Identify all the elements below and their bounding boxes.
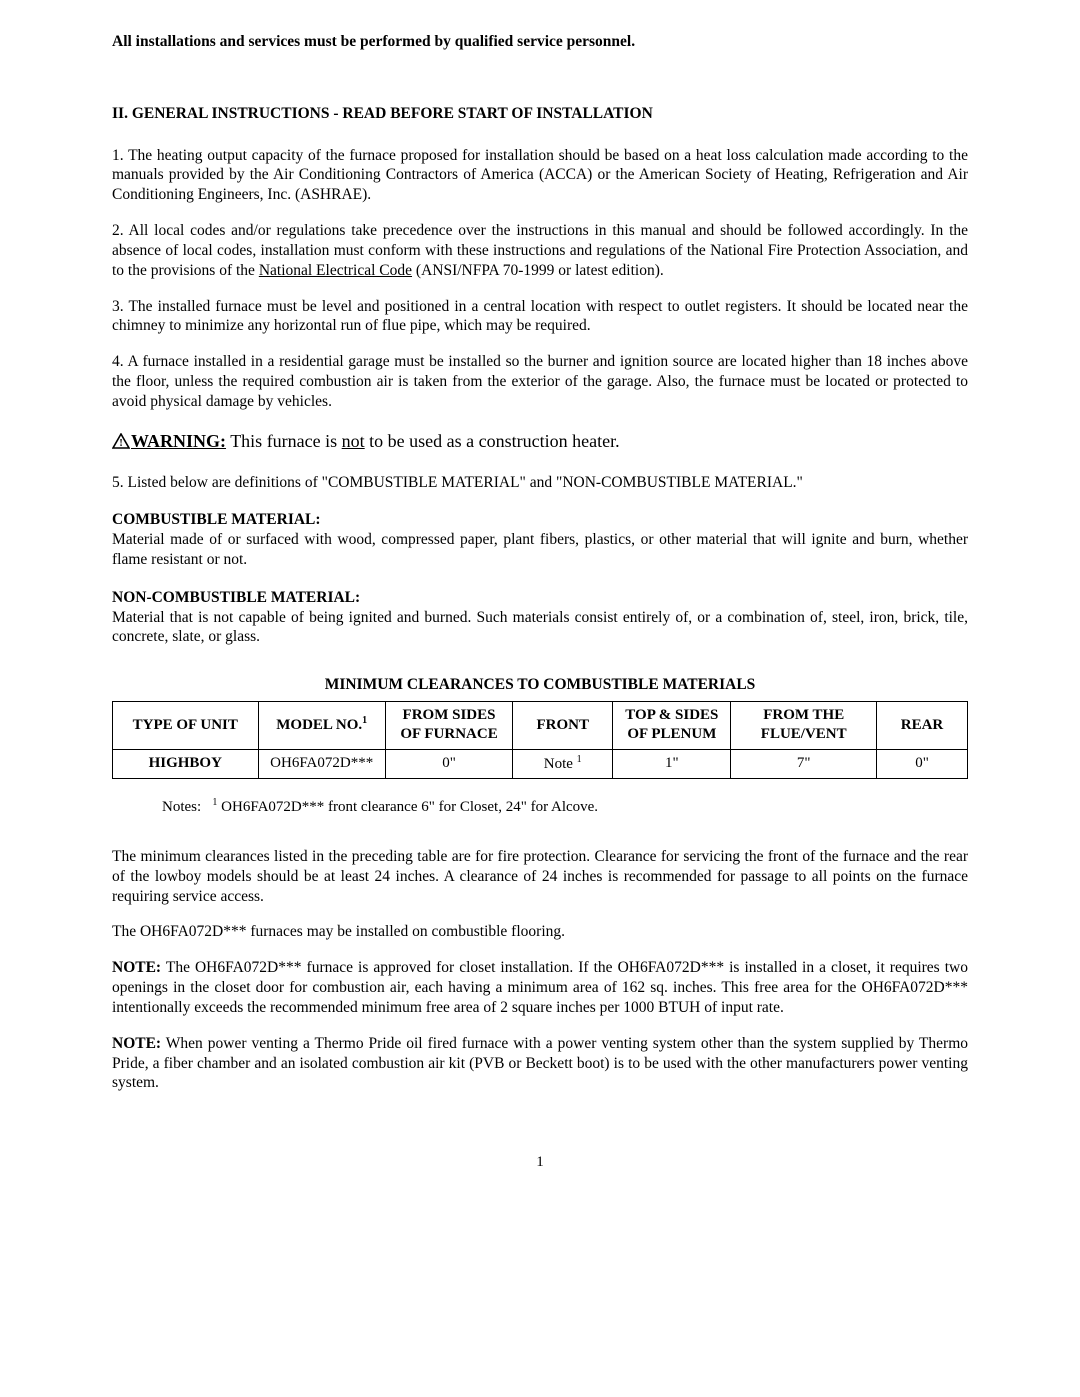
warning-not: not xyxy=(342,431,365,451)
paragraph-3: 3. The installed furnace must be level a… xyxy=(112,297,968,337)
warning-pre: This furnace is xyxy=(226,431,342,451)
table-header-row: TYPE OF UNIT MODEL NO.1 FROM SIDES OF FU… xyxy=(113,702,968,749)
th-top-sides-plenum: TOP & SIDES OF PLENUM xyxy=(613,702,731,749)
td-flue: 7" xyxy=(731,749,877,778)
para-flooring: The OH6FA072D*** furnaces may be install… xyxy=(112,922,968,942)
th-model-no: MODEL NO.1 xyxy=(258,702,385,749)
paragraph-1: 1. The heating output capacity of the fu… xyxy=(112,146,968,205)
td-model: OH6FA072D*** xyxy=(258,749,385,778)
th-front: FRONT xyxy=(513,702,613,749)
noncombustible-title: NON-COMBUSTIBLE MATERIAL: xyxy=(112,588,968,608)
header-text: All installations and services must be p… xyxy=(112,32,968,52)
combustible-body: Material made of or surfaced with wood, … xyxy=(112,530,968,570)
clearances-table-title: MINIMUM CLEARANCES TO COMBUSTIBLE MATERI… xyxy=(112,675,968,695)
note-2: NOTE: When power venting a Thermo Pride … xyxy=(112,1034,968,1093)
note-1-body: The OH6FA072D*** furnace is approved for… xyxy=(112,959,968,1016)
td-rear: 0" xyxy=(877,749,968,778)
warning-post: to be used as a construction heater. xyxy=(365,431,620,451)
national-electrical-code-text: National Electrical Code xyxy=(259,262,412,279)
notes-label: Notes: xyxy=(162,799,201,815)
th-from-sides: FROM SIDES OF FURNACE xyxy=(385,702,512,749)
table-row: HIGHBOY OH6FA072D*** 0" Note 1 1" 7" 0" xyxy=(113,749,968,778)
th-from-flue-vent: FROM THE FLUE/VENT xyxy=(731,702,877,749)
warning-label: WARNING: xyxy=(131,431,226,451)
td-plenum: 1" xyxy=(613,749,731,778)
warning-triangle-icon: ! xyxy=(112,433,130,455)
page-number: 1 xyxy=(112,1153,968,1172)
note-2-body: When power venting a Thermo Pride oil fi… xyxy=(112,1035,968,1092)
combustible-title: COMBUSTIBLE MATERIAL: xyxy=(112,510,968,530)
paragraph-2: 2. All local codes and/or regulations ta… xyxy=(112,221,968,280)
td-sides: 0" xyxy=(385,749,512,778)
th-model-no-text: MODEL NO. xyxy=(276,717,362,733)
para-after-table: The minimum clearances listed in the pre… xyxy=(112,847,968,906)
note-2-label: NOTE: xyxy=(112,1035,161,1052)
paragraph-2-post: (ANSI/NFPA 70-1999 or latest edition). xyxy=(412,262,664,279)
warning-line: ! WARNING: This furnace is not to be used… xyxy=(112,430,968,455)
th-rear: REAR xyxy=(877,702,968,749)
note-1: NOTE: The OH6FA072D*** furnace is approv… xyxy=(112,958,968,1017)
note-1-label: NOTE: xyxy=(112,959,161,976)
td-type: HIGHBOY xyxy=(113,749,259,778)
noncombustible-body: Material that is not capable of being ig… xyxy=(112,608,968,648)
paragraph-4: 4. A furnace installed in a residential … xyxy=(112,352,968,411)
paragraph-5: 5. Listed below are definitions of "COMB… xyxy=(112,473,968,493)
th-model-no-sup: 1 xyxy=(362,715,367,726)
td-front: Note 1 xyxy=(513,749,613,778)
td-front-sup: 1 xyxy=(577,754,582,765)
table-notes: Notes: 1 OH6FA072D*** front clearance 6"… xyxy=(162,797,968,817)
th-type-of-unit: TYPE OF UNIT xyxy=(113,702,259,749)
td-front-text: Note xyxy=(544,756,577,772)
clearances-table: TYPE OF UNIT MODEL NO.1 FROM SIDES OF FU… xyxy=(112,701,968,779)
notes-text: OH6FA072D*** front clearance 6" for Clos… xyxy=(217,799,598,815)
svg-text:!: ! xyxy=(119,438,122,449)
section-title: II. GENERAL INSTRUCTIONS - READ BEFORE S… xyxy=(112,104,968,124)
